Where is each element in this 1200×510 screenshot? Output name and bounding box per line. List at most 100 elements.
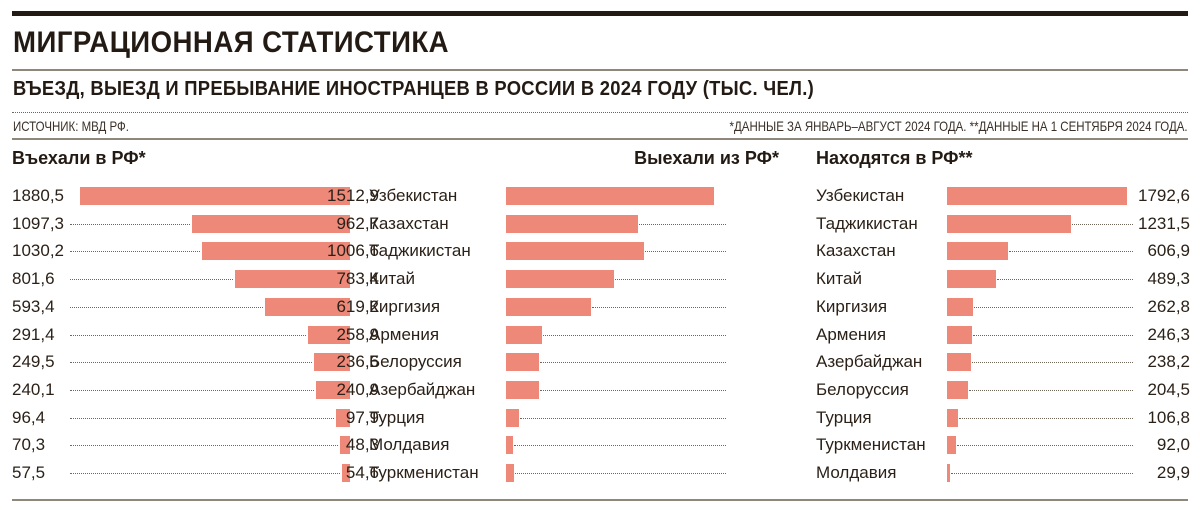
bar bbox=[80, 187, 350, 205]
table-row: 96,4 bbox=[0, 408, 360, 428]
bar bbox=[506, 270, 614, 288]
footnotes: *ДАННЫЕ ЗА ЯНВАРЬ–АВГУСТ 2024 ГОДА. **ДА… bbox=[729, 118, 1188, 134]
table-row: Киргизия 619,2 bbox=[0, 297, 800, 317]
value-label: 92,0 bbox=[1156, 435, 1190, 454]
value-label: 204,5 bbox=[1147, 380, 1190, 399]
bar bbox=[315, 381, 350, 399]
bar bbox=[341, 464, 350, 482]
leader-dots bbox=[70, 445, 338, 446]
value-label: 801,6 bbox=[12, 269, 55, 288]
table-row: 1880,5 bbox=[0, 186, 360, 206]
table-row: Азербайджан 240,9 bbox=[0, 380, 800, 400]
country-label: Армения bbox=[816, 325, 887, 344]
table-row: Китай 783,4 bbox=[0, 269, 800, 289]
divider bbox=[12, 138, 1188, 140]
leader-dots bbox=[958, 418, 1133, 419]
value-label: 962,7 bbox=[336, 214, 379, 233]
leader-dots bbox=[520, 418, 726, 419]
leader-dots bbox=[70, 279, 233, 280]
country-label: Молдавия bbox=[369, 435, 450, 454]
country-label: Казахстан bbox=[816, 241, 896, 260]
leader-dots bbox=[70, 251, 201, 252]
country-label: Азербайджан bbox=[369, 380, 476, 399]
table-row: Молдавия 29,9 bbox=[0, 463, 1200, 483]
page-title: МИГРАЦИОННАЯ СТАТИСТИКА bbox=[13, 26, 450, 59]
bar bbox=[947, 215, 1071, 233]
value-label: 1231,5 bbox=[1138, 214, 1190, 233]
value-label: 1512,9 bbox=[327, 186, 379, 205]
bar bbox=[947, 353, 971, 371]
table-row: Туркменистан 92,0 bbox=[0, 435, 1200, 455]
value-label: 29,9 bbox=[1156, 463, 1190, 482]
table-row: Узбекистан 1512,9 bbox=[0, 186, 800, 206]
value-label: 1097,3 bbox=[12, 214, 64, 233]
leader-dots bbox=[614, 279, 726, 280]
table-row: Китай 489,3 bbox=[0, 269, 1200, 289]
value-label: 258,9 bbox=[336, 325, 379, 344]
leader-dots bbox=[968, 390, 1133, 391]
leader-dots bbox=[972, 335, 1133, 336]
leader-dots bbox=[70, 473, 340, 474]
country-label: Туркменистан bbox=[369, 463, 479, 482]
leader-dots bbox=[971, 362, 1133, 363]
country-label: Таджикистан bbox=[816, 214, 918, 233]
value-label: 236,6 bbox=[336, 352, 379, 371]
bar bbox=[947, 409, 958, 427]
bar bbox=[308, 326, 350, 344]
dotted-divider bbox=[12, 112, 1188, 113]
leader-dots bbox=[70, 307, 263, 308]
bar bbox=[947, 326, 972, 344]
leader-dots bbox=[542, 335, 726, 336]
leader-dots bbox=[70, 362, 313, 363]
bar bbox=[506, 298, 592, 316]
country-label: Турция bbox=[369, 408, 425, 427]
table-row: 57,5 bbox=[0, 463, 360, 483]
bar bbox=[202, 242, 350, 260]
source-note: ИСТОЧНИК: МВД РФ. bbox=[13, 118, 129, 134]
value-label: 1880,5 bbox=[12, 186, 64, 205]
table-row: Армения 258,9 bbox=[0, 325, 800, 345]
bar bbox=[339, 436, 350, 454]
value-label: 1792,6 bbox=[1138, 186, 1190, 205]
leader-dots bbox=[514, 473, 726, 474]
top-rule bbox=[12, 11, 1188, 16]
leader-dots bbox=[540, 390, 726, 391]
bar bbox=[314, 353, 350, 371]
leader-dots bbox=[1008, 251, 1133, 252]
country-label: Армения bbox=[369, 325, 440, 344]
value-label: 291,4 bbox=[12, 325, 55, 344]
table-row: 240,1 bbox=[0, 380, 360, 400]
column-title-entered: Въехали в РФ* bbox=[12, 148, 146, 168]
leader-dots bbox=[70, 335, 307, 336]
table-row: Армения 246,3 bbox=[0, 325, 1200, 345]
bottom-divider bbox=[12, 499, 1188, 501]
leader-dots bbox=[957, 445, 1133, 446]
table-row: Белоруссия 204,5 bbox=[0, 380, 1200, 400]
leader-dots bbox=[974, 307, 1133, 308]
country-label: Китай bbox=[816, 269, 862, 288]
table-row: 249,5 bbox=[0, 352, 360, 372]
table-row: Молдавия 48,3 bbox=[0, 435, 800, 455]
column-title-left: Выехали из РФ* bbox=[634, 148, 779, 168]
value-label: 240,9 bbox=[336, 380, 379, 399]
table-row: 291,4 bbox=[0, 325, 360, 345]
bar bbox=[506, 409, 520, 427]
table-row: Таджикистан 1006,6 bbox=[0, 241, 800, 261]
table-row: 1097,3 bbox=[0, 214, 360, 234]
bar bbox=[264, 298, 350, 316]
table-row: Белоруссия 236,6 bbox=[0, 352, 800, 372]
leader-dots bbox=[951, 473, 1133, 474]
bar bbox=[506, 436, 513, 454]
leader-dots bbox=[70, 224, 191, 225]
value-label: 1030,2 bbox=[12, 241, 64, 260]
chart-subtitle: ВЪЕЗД, ВЫЕЗД И ПРЕБЫВАНИЕ ИНОСТРАНЦЕВ В … bbox=[13, 78, 815, 100]
country-label: Китай bbox=[369, 269, 415, 288]
country-label: Узбекистан bbox=[369, 186, 458, 205]
country-label: Белоруссия bbox=[369, 352, 462, 371]
table-row: Турция 106,8 bbox=[0, 408, 1200, 428]
country-label: Казахстан bbox=[369, 214, 449, 233]
leader-dots bbox=[592, 307, 726, 308]
value-label: 489,3 bbox=[1147, 269, 1190, 288]
bar bbox=[234, 270, 350, 288]
table-row: Узбекистан 1792,6 bbox=[0, 186, 1200, 206]
